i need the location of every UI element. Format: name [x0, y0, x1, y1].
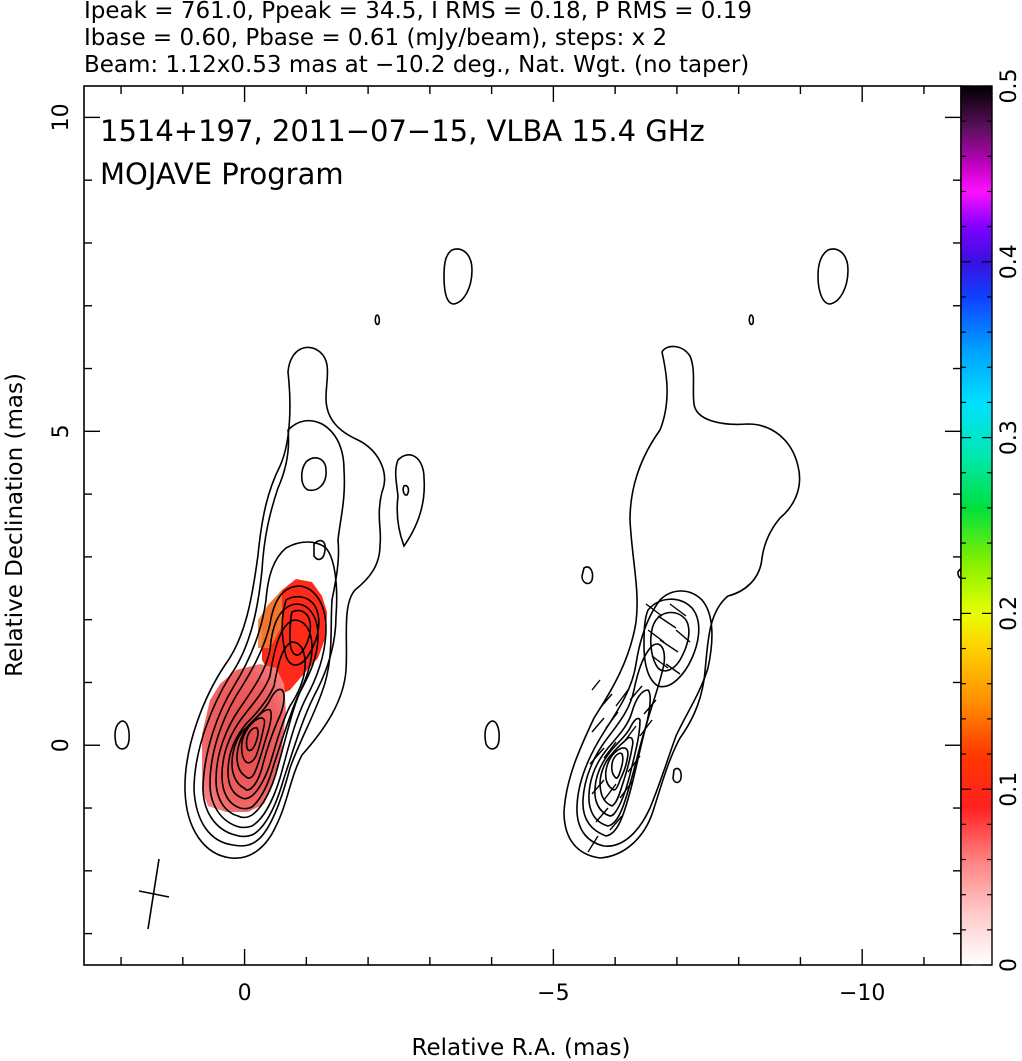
- y-tick-label-2: 10: [49, 103, 74, 131]
- plot-frame: [83, 85, 962, 966]
- contour-isolated-r3: [748, 314, 755, 326]
- x-tick-label-2: −10: [839, 981, 885, 1006]
- contour-6-r: [599, 736, 634, 807]
- evpa-tick: [591, 779, 605, 795]
- evpa-tick: [629, 685, 643, 701]
- left-panel-contours: [114, 248, 473, 859]
- evpa-tick: [615, 689, 629, 707]
- source-title-annotation: 1514+197, 2011−07−15, VLBA 15.4 GHz: [100, 114, 705, 148]
- y-tick-labels: 0 5 10: [49, 103, 74, 752]
- evpa-vectors: [587, 603, 691, 853]
- y-tick-label-1: 5: [49, 424, 74, 438]
- contour-3-r: [582, 643, 666, 837]
- colorbar-gradient: [960, 85, 993, 966]
- contour-blob-1: [300, 457, 327, 492]
- axis-ticks: [84, 86, 961, 965]
- y-tick-label-0: 0: [49, 738, 74, 752]
- contour-knot-r1: [643, 598, 700, 688]
- evpa-tick: [645, 603, 663, 617]
- contour-knot-r2: [649, 611, 690, 672]
- evpa-tick: [623, 725, 637, 743]
- colorbar-label-3: 0.3: [997, 420, 1022, 455]
- evpa-tick: [595, 807, 609, 823]
- colorbar-label-5: 0.5: [997, 69, 1022, 104]
- evpa-tick: [651, 655, 669, 669]
- contour-blob-3: [402, 484, 410, 496]
- evpa-tick: [603, 741, 617, 759]
- contour-knot-1: [281, 595, 320, 666]
- evpa-tick: [599, 693, 613, 709]
- contour-lobe-right: [394, 454, 426, 548]
- contour-2-r: [576, 590, 713, 847]
- evpa-tick: [609, 815, 623, 831]
- evpa-tick: [657, 615, 677, 629]
- evpa-tick: [647, 629, 665, 643]
- program-annotation: MOJAVE Program: [100, 157, 344, 191]
- contour-isolated-r1: [484, 720, 500, 750]
- evpa-tick: [669, 603, 687, 617]
- beam-marker: [138, 858, 170, 930]
- evpa-tick: [591, 679, 601, 691]
- contour-outer-r: [563, 345, 801, 859]
- x-axis-label: Relative R.A. (mas): [412, 1035, 631, 1061]
- contour-isolated-1: [114, 720, 130, 750]
- evpa-tick: [587, 835, 599, 853]
- right-panel-contours: [484, 248, 967, 859]
- contour-blob-2: [313, 539, 326, 561]
- contour-8-r: [610, 752, 624, 779]
- contour-8: [231, 688, 285, 791]
- evpa-tick: [643, 699, 657, 715]
- contour-isolated-r2: [817, 248, 849, 305]
- contour-isolated-r5: [672, 767, 682, 784]
- x-tick-labels: 0 −5 −10: [238, 981, 886, 1006]
- colorbar-label-0: 0: [997, 958, 1022, 972]
- evpa-tick: [591, 717, 605, 733]
- contour-9: [236, 708, 273, 779]
- colorbar-ticks: [961, 85, 992, 966]
- colorbar-label-2: 0.2: [997, 596, 1022, 631]
- header-beam-line: Beam: 1.12x0.53 mas at −10.2 deg., Nat. …: [84, 52, 750, 78]
- colorbar-label-4: 0.4: [997, 244, 1022, 279]
- contour-7-r: [604, 747, 629, 791]
- contour-4-r: [588, 689, 651, 827]
- colorbar: 0 0.1 0.2 0.3 0.4 0.5: [960, 69, 1022, 973]
- colorbar-label-1: 0.1: [997, 772, 1022, 807]
- contour-knot-2: [289, 609, 312, 656]
- contour-isolated-2: [443, 248, 473, 305]
- contour-outer: [184, 346, 386, 859]
- contour-5: [215, 603, 319, 819]
- contour-5-r: [594, 717, 641, 817]
- header-stats-line: Ipeak = 761.0, Ppeak = 34.5, I RMS = 0.1…: [84, 0, 753, 24]
- evpa-tick: [619, 781, 633, 799]
- contour-11: [245, 727, 259, 752]
- evpa-tick: [675, 629, 691, 643]
- contour-isolated-r4: [581, 566, 594, 585]
- y-axis-label: Relative Declination (mas): [2, 373, 28, 677]
- evpa-tick: [659, 639, 679, 653]
- x-tick-label-1: −5: [537, 981, 569, 1006]
- evpa-tick: [589, 747, 605, 765]
- contour-isolated-3: [374, 314, 381, 326]
- contour-2: [193, 419, 346, 847]
- evpa-tick: [665, 663, 681, 675]
- contour-4: [209, 585, 327, 829]
- contour-6: [221, 619, 313, 810]
- contour-3: [202, 541, 338, 838]
- evpa-tick: [639, 719, 653, 737]
- evpa-tick: [605, 711, 619, 729]
- colorbar-tick-labels: 0 0.1 0.2 0.3 0.4 0.5: [997, 69, 1022, 973]
- header-base-line: Ibase = 0.60, Pbase = 0.61 (mJy/beam), s…: [84, 25, 668, 51]
- contour-10: [240, 717, 266, 764]
- x-tick-label-0: 0: [238, 981, 252, 1006]
- evpa-tick: [627, 755, 641, 773]
- evpa-tick: [603, 783, 617, 801]
